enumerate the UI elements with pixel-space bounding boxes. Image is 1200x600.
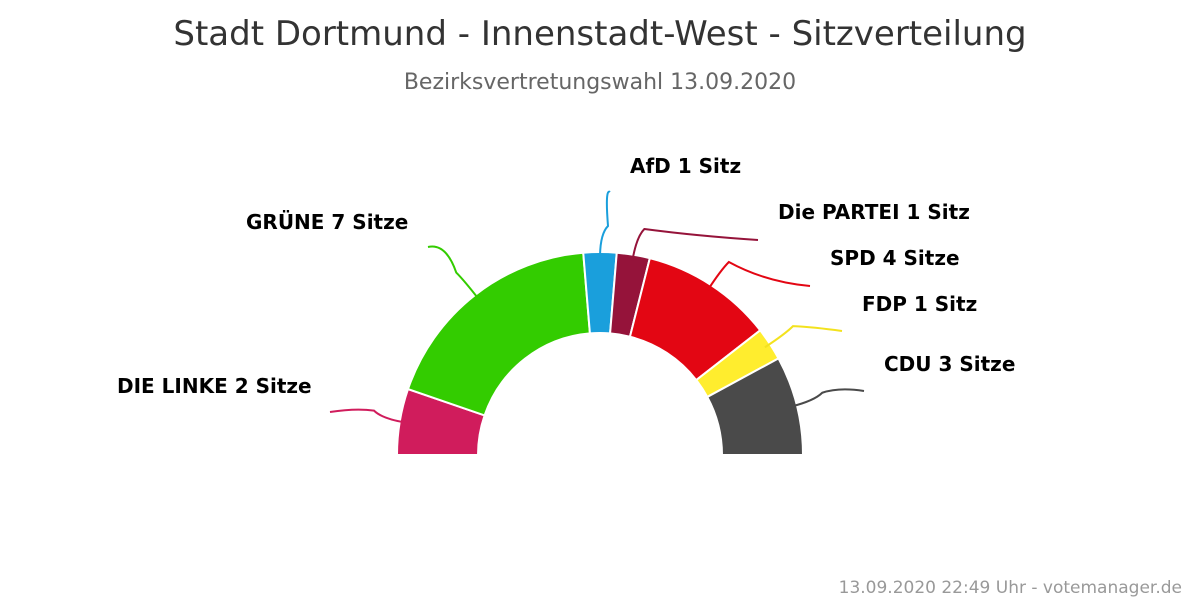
- connector-cdu: [790, 388, 865, 408]
- chart-subtitle: Bezirksvertretungswahl 13.09.2020: [403, 70, 797, 95]
- chart-title: Stadt Dortmund - Innenstadt-West - Sitzv…: [173, 14, 1027, 54]
- chart-labels: DIE LINKE 2 Sitze GRÜNE 7 Sitze AfD 1 Sitz…: [117, 154, 1015, 398]
- connector-gr-ne: [427, 245, 480, 301]
- connector-afd: [599, 190, 611, 259]
- label-gr-ne: GRÜNE 7 Sitze: [246, 210, 408, 234]
- connector-die-linke: [329, 408, 406, 424]
- slice-gr-ne: [406, 251, 592, 417]
- connector-fdp: [764, 325, 843, 349]
- slice-cdu: [705, 357, 805, 456]
- label-die-partei: Die PARTEI 1 Sitz: [778, 200, 970, 224]
- chart-connectors: [329, 190, 865, 424]
- label-die-linke: DIE LINKE 2 Sitze: [117, 374, 312, 398]
- chart-slices: [395, 250, 805, 456]
- connector-spd: [706, 260, 811, 291]
- footer-credit: 13.09.2020 22:49 Uhr - votemanager.de: [838, 578, 1182, 598]
- label-spd: SPD 4 Sitze: [830, 246, 960, 270]
- label-cdu: CDU 3 Sitze: [884, 352, 1015, 376]
- label-fdp: FDP 1 Sitz: [862, 292, 977, 316]
- label-afd: AfD 1 Sitz: [630, 154, 741, 178]
- connector-die-partei: [631, 227, 759, 261]
